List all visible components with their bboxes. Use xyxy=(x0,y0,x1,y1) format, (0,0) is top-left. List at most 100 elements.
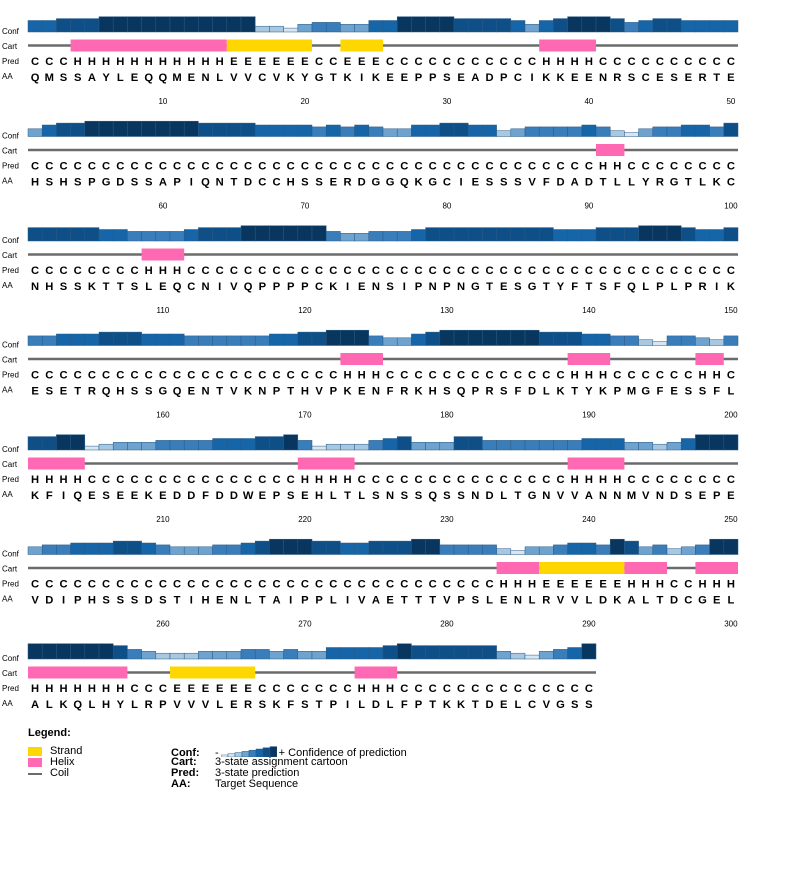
aa-letter: K xyxy=(613,595,621,607)
aa-letter: S xyxy=(102,490,110,502)
confidence-bar xyxy=(112,16,128,33)
aa-letter: V xyxy=(528,177,536,189)
pred-letter: C xyxy=(429,474,437,486)
pred-letter: C xyxy=(443,265,451,277)
pred-letter: C xyxy=(130,579,138,591)
pred-letter: C xyxy=(145,474,153,486)
aa-letter: A xyxy=(159,177,167,189)
aa-letter: P xyxy=(330,699,338,711)
aa-letter: E xyxy=(699,490,707,502)
aa-letter: E xyxy=(685,72,693,84)
row-label-cart: Cart xyxy=(2,356,18,365)
aa-letter: T xyxy=(543,281,550,293)
confidence-bar xyxy=(510,227,526,242)
aa-letter: L xyxy=(330,490,337,502)
pred-letter: H xyxy=(45,474,53,486)
confidence-bar xyxy=(169,120,185,137)
legend-key-conf-desc: + Confidence of prediction xyxy=(278,747,407,759)
pred-letter: C xyxy=(173,370,181,382)
aa-letter: R xyxy=(698,72,706,84)
confidence-bar xyxy=(695,20,710,33)
confidence-bar xyxy=(382,231,398,242)
confidence-bar xyxy=(482,18,497,33)
confidence-bar xyxy=(723,538,739,555)
confidence-bar xyxy=(496,651,512,660)
legend-title: Legend: xyxy=(28,727,71,739)
confidence-bar xyxy=(524,654,540,660)
pred-letter: C xyxy=(599,265,607,277)
aa-letter: K xyxy=(244,386,252,398)
aa-letter: D xyxy=(216,490,224,502)
aa-letter: R xyxy=(613,72,621,84)
confidence-bar xyxy=(453,227,469,242)
aa-letter: S xyxy=(628,72,636,84)
position-tick: 230 xyxy=(440,515,454,524)
aa-letter: P xyxy=(685,281,693,293)
aa-letter: C xyxy=(443,177,451,189)
block-5: ConfCartPredAAHKHFHIHQCECSCECECKCECDCDCF… xyxy=(2,434,739,524)
confidence-bar xyxy=(666,18,682,33)
row-label-conf: Conf xyxy=(2,27,20,36)
aa-letter: E xyxy=(259,490,267,502)
aa-letter: K xyxy=(542,72,550,84)
pred-letter: C xyxy=(258,579,266,591)
pred-letter: C xyxy=(130,265,138,277)
confidence-bar xyxy=(624,335,639,346)
pred-letter: H xyxy=(159,265,167,277)
aa-letter: K xyxy=(372,72,380,84)
pred-letter: C xyxy=(400,474,408,486)
row-label-pred: Pred xyxy=(2,580,19,589)
confidence-bar xyxy=(538,20,554,33)
aa-letter: D xyxy=(244,177,252,189)
aa-letter: K xyxy=(443,699,451,711)
confidence-bar xyxy=(240,122,256,137)
confidence-bar xyxy=(226,544,242,555)
helix-segment xyxy=(28,457,85,470)
aa-letter: Q xyxy=(457,386,466,398)
confidence-bar xyxy=(354,24,370,33)
pred-letter: C xyxy=(116,474,124,486)
aa-letter: R xyxy=(485,386,493,398)
confidence-bar xyxy=(538,331,554,346)
pred-letter: E xyxy=(571,579,579,591)
row-label-cart: Cart xyxy=(2,147,18,156)
aa-letter: Y xyxy=(585,386,593,398)
pred-letter: H xyxy=(301,474,309,486)
confidence-bar xyxy=(183,652,199,660)
strand-segment xyxy=(226,39,312,52)
aa-letter: P xyxy=(273,386,281,398)
pred-letter: C xyxy=(102,579,110,591)
pred-letter: C xyxy=(571,683,579,695)
pred-letter: C xyxy=(130,683,138,695)
aa-letter: P xyxy=(415,281,423,293)
pred-letter: C xyxy=(45,56,53,68)
position-tick: 260 xyxy=(156,620,170,629)
aa-letter: V xyxy=(443,595,451,607)
pred-letter: H xyxy=(727,579,735,591)
confidence-bar xyxy=(283,333,299,346)
aa-letter: A xyxy=(372,595,380,607)
pred-letter: C xyxy=(31,370,39,382)
confidence-bar xyxy=(70,542,86,555)
pred-letter: C xyxy=(400,265,408,277)
aa-letter: T xyxy=(600,177,607,189)
confidence-bar xyxy=(283,538,299,555)
pred-letter: C xyxy=(457,370,465,382)
confidence-bar xyxy=(183,546,199,555)
confidence-bar xyxy=(155,440,171,451)
pred-letter: E xyxy=(372,56,380,68)
aa-letter: R xyxy=(400,386,408,398)
aa-letter: S xyxy=(472,595,480,607)
confidence-bar xyxy=(112,645,128,660)
aa-letter: P xyxy=(415,699,423,711)
confidence-bar xyxy=(368,231,384,242)
pred-letter: H xyxy=(159,56,167,68)
confidence-bar xyxy=(524,440,540,451)
aa-letter: H xyxy=(31,177,39,189)
aa-letter: A xyxy=(585,490,593,502)
pred-letter: H xyxy=(102,56,110,68)
confidence-bar xyxy=(198,440,213,451)
aa-letter: H xyxy=(429,386,437,398)
row-label-cart: Cart xyxy=(2,251,18,260)
pred-letter: C xyxy=(159,370,167,382)
